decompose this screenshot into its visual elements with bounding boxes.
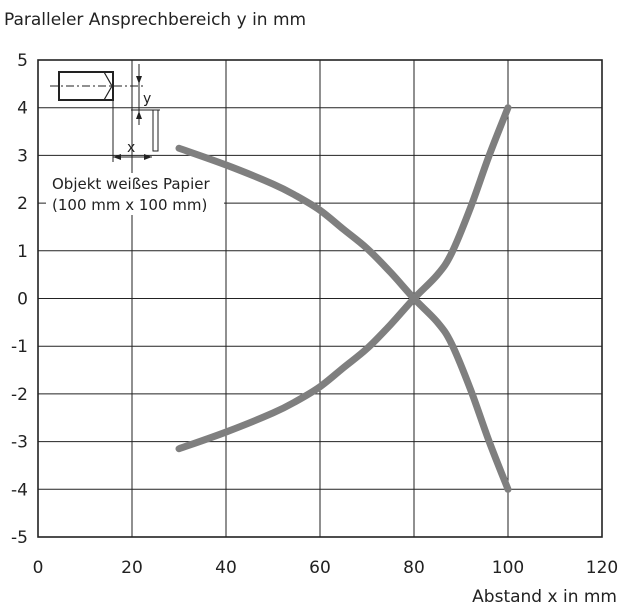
- x-tick-label: 100: [492, 558, 524, 578]
- x-tick-labels: 0 20 40 60 80 100 120: [33, 558, 619, 578]
- y-tick-label: -2: [11, 385, 28, 405]
- y-tick-label: -3: [11, 433, 28, 453]
- y-symbol: y: [143, 91, 151, 107]
- y-tick-label: 3: [17, 146, 28, 166]
- y-tick-label: 4: [17, 99, 28, 119]
- x-arrow-right: [144, 154, 152, 160]
- x-arrow-left: [113, 154, 121, 160]
- series-group: [175, 104, 512, 493]
- x-tick-label: 20: [121, 558, 143, 578]
- sensor-diagram: y x Objekt weißes Papier (100 mm x 100 m…: [46, 64, 224, 215]
- series-line-2: [175, 104, 512, 453]
- x-tick-label: 80: [403, 558, 425, 578]
- grid: [38, 60, 602, 537]
- y-tick-labels: 5 4 3 2 1 0 -1 -2 -3 -4 -5: [11, 51, 28, 548]
- y-tick-label: 5: [17, 51, 28, 71]
- x-tick-label: 120: [586, 558, 618, 578]
- x-symbol: x: [127, 140, 135, 156]
- y-tick-label: 2: [17, 194, 28, 214]
- x-tick-label: 40: [215, 558, 237, 578]
- x-tick-label: 0: [33, 558, 44, 578]
- x-tick-label: 60: [309, 558, 331, 578]
- y-tick-label: -5: [11, 528, 28, 548]
- target-paper: [152, 109, 159, 152]
- y-tick-label: 0: [17, 290, 28, 310]
- y-arrow-top: [136, 76, 142, 84]
- series-line-1: [175, 144, 512, 493]
- annotation-line-2: (100 mm x 100 mm): [52, 196, 207, 214]
- annotation-line-1: Objekt weißes Papier: [52, 175, 210, 193]
- y-tick-label: 1: [17, 242, 28, 262]
- annotation-bg: [46, 173, 224, 215]
- y-tick-label: -1: [11, 337, 28, 357]
- sensor-lens: [103, 71, 113, 101]
- plot-frame: [37, 59, 603, 538]
- x-axis-title: Abstand x in mm: [472, 587, 617, 607]
- y-axis-title: Paralleler Ansprechbereich y in mm: [4, 10, 306, 30]
- y-arrow-bottom: [136, 111, 142, 119]
- y-tick-label: -4: [11, 480, 28, 500]
